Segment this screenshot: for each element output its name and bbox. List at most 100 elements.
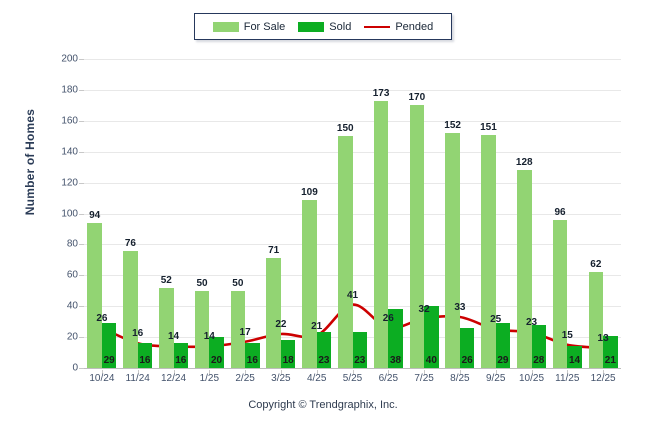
x-tick-label: 10/24 <box>89 373 115 384</box>
bar-for-sale[interactable] <box>552 219 568 368</box>
bar-label-sold: 20 <box>210 355 223 366</box>
bar-sold[interactable] <box>101 323 117 368</box>
x-tick-label: 10/25 <box>518 373 545 384</box>
bar-sold[interactable] <box>424 306 439 368</box>
bar-sold[interactable] <box>280 340 296 368</box>
bar-label-sold: 16 <box>139 355 151 366</box>
legend-swatch-icon <box>298 21 325 32</box>
legend-item-sold[interactable]: Sold <box>298 21 351 33</box>
bar-label-sold: 28 <box>533 355 545 366</box>
y-tick-mark <box>79 120 84 122</box>
bar-sold[interactable] <box>531 324 546 368</box>
gridline <box>84 244 621 246</box>
bar-group: 109 23 <box>301 59 332 368</box>
line-label-pended: 23 <box>525 317 538 329</box>
bar-label-sold: 23 <box>354 355 366 366</box>
bar-for-sale[interactable] <box>87 222 102 368</box>
x-tick-mark <box>531 370 533 374</box>
gridline <box>84 213 621 215</box>
y-tick-label: 40 <box>66 300 78 312</box>
gridline <box>84 151 621 153</box>
bar-sold[interactable] <box>459 327 475 368</box>
bar-for-sale[interactable] <box>266 258 281 368</box>
legend-item-label: For Sale <box>243 20 286 33</box>
bar-label-sold: 40 <box>425 355 437 366</box>
x-tick-mark <box>567 370 569 374</box>
line-label-pended: 22 <box>275 319 287 330</box>
bar-label-for-sale: 109 <box>301 186 318 198</box>
bar-label-for-sale: 50 <box>196 277 208 289</box>
x-tick-mark <box>280 370 282 374</box>
x-tick-mark <box>388 370 390 374</box>
copyright-text: Copyright © Trendgraphix, Inc. <box>248 399 398 411</box>
bar-for-sale[interactable] <box>123 250 138 368</box>
y-tick-label: 160 <box>61 115 78 127</box>
y-tick-mark <box>79 275 84 277</box>
y-tick-mark <box>79 182 84 184</box>
x-tick-label: 9/25 <box>485 373 506 384</box>
y-tick-mark <box>79 337 84 339</box>
x-tick-label: 2/25 <box>235 373 255 384</box>
bar-sold[interactable] <box>316 332 332 368</box>
y-tick-label: 20 <box>66 331 78 343</box>
y-tick-label: 60 <box>66 269 78 281</box>
bar-for-sale[interactable] <box>588 272 604 368</box>
line-label-pended: 13 <box>597 332 609 344</box>
x-tick-mark <box>245 370 247 374</box>
plot-area: 94 29 76 16 52 16 50 20 50 16 71 18 109 23 150 23 173 38 1… <box>84 59 621 368</box>
bar-sold[interactable] <box>567 346 582 368</box>
bar-for-sale[interactable] <box>338 136 353 368</box>
bar-group: 152 26 <box>444 59 475 368</box>
bar-sold[interactable] <box>352 332 367 368</box>
x-tick-label: 11/24 <box>125 373 150 384</box>
x-tick-mark <box>137 370 139 374</box>
bar-sold[interactable] <box>245 343 260 368</box>
bar-label-for-sale: 128 <box>515 157 533 169</box>
x-tick-mark <box>209 370 211 374</box>
gridline <box>84 89 621 91</box>
y-tick-mark <box>79 306 84 308</box>
y-tick-label: 80 <box>66 238 78 250</box>
bar-for-sale[interactable] <box>302 199 317 368</box>
y-tick-mark <box>79 59 84 60</box>
bar-for-sale[interactable] <box>373 100 389 368</box>
bar-label-for-sale: 62 <box>590 259 602 271</box>
legend-item-for-sale[interactable]: For Sale <box>212 20 286 33</box>
line-label-pended: 17 <box>239 326 251 338</box>
bar-label-sold: 18 <box>282 355 294 366</box>
bar-for-sale[interactable] <box>445 133 460 368</box>
y-tick-mark <box>79 151 84 153</box>
bar-group: 96 14 <box>552 59 582 368</box>
line-label-pended: 14 <box>203 331 215 343</box>
y-tick-label: 0 <box>72 362 78 374</box>
legend-item-pended[interactable]: Pended <box>364 21 433 33</box>
bar-sold[interactable] <box>495 323 511 368</box>
bar-for-sale[interactable] <box>481 134 496 368</box>
y-tick-label: 120 <box>61 177 78 189</box>
bar-for-sale[interactable] <box>230 290 246 368</box>
legend-item-label: Pended <box>395 20 434 33</box>
bar-label-for-sale: 151 <box>480 121 497 133</box>
y-tick-mark <box>79 244 84 246</box>
bar-for-sale[interactable] <box>409 105 425 368</box>
bar-sold[interactable] <box>137 343 153 368</box>
bar-group: 71 18 <box>266 59 296 368</box>
bar-sold[interactable] <box>209 337 224 368</box>
line-label-pended: 26 <box>382 312 394 324</box>
y-tick-label: 180 <box>61 84 78 96</box>
bar-for-sale[interactable] <box>194 290 210 368</box>
bar-for-sale[interactable] <box>517 170 532 368</box>
x-tick-label: 12/25 <box>590 373 616 384</box>
bar-sold[interactable] <box>388 309 403 368</box>
bar-sold[interactable] <box>173 343 188 368</box>
bar-label-sold: 21 <box>604 355 616 366</box>
bar-sold[interactable] <box>603 335 618 368</box>
bar-group: 50 20 <box>194 59 224 368</box>
y-axis-title: Number of Homes <box>23 108 37 216</box>
line-label-pended: 33 <box>454 302 466 313</box>
line-label-pended: 41 <box>346 289 359 301</box>
y-tick-label: 200 <box>61 53 78 65</box>
line-label-pended: 14 <box>167 331 180 343</box>
bar-for-sale[interactable] <box>159 287 174 368</box>
